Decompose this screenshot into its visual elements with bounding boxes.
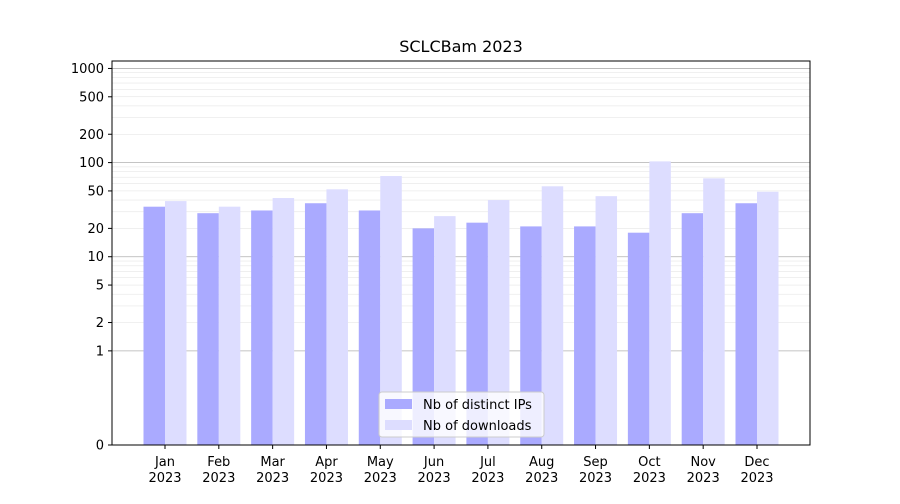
legend-label: Nb of distinct IPs [423,398,532,413]
bar-distinct-ips [735,203,757,445]
y-tick-label: 100 [79,156,104,171]
bar-downloads [326,189,348,445]
bars-layer [143,161,779,445]
y-tick-label: 20 [87,222,104,237]
legend-swatch [385,399,412,409]
bar-distinct-ips [681,213,704,445]
bar-distinct-ips [358,210,381,445]
y-tick-label: 5 [96,279,104,294]
x-tick-label-year: 2023 [202,471,235,486]
x-axis: Jan2023Feb2023Mar2023Apr2023May2023Jun20… [148,445,774,486]
legend-box [378,391,545,438]
chart-title: SCLCBam 2023 [399,37,523,56]
bar-distinct-ips [574,226,596,445]
x-tick-label-year: 2023 [740,471,773,486]
x-tick-label-month: Dec [744,455,769,470]
legend-label: Nb of downloads [423,419,532,434]
bar-downloads [380,176,402,445]
x-tick-label-month: Sep [583,455,608,470]
x-tick-label-year: 2023 [633,471,666,486]
x-tick-label-month: Aug [529,455,554,470]
bar-downloads [218,206,241,445]
x-tick-label-year: 2023 [687,471,720,486]
bar-downloads [487,200,510,445]
legend: Nb of distinct IPs Nb of downloads [378,391,545,438]
bar-distinct-ips [412,228,435,445]
x-tick-label-year: 2023 [471,471,504,486]
x-tick-label-year: 2023 [310,471,343,486]
x-tick-label-year: 2023 [148,471,181,486]
bar-downloads [165,201,187,445]
x-tick-label-month: Jul [479,455,496,470]
x-tick-label-month: Jan [154,455,175,470]
bar-distinct-ips [520,226,542,445]
bar-downloads [649,161,671,445]
bar-downloads [434,216,456,445]
x-tick-label-year: 2023 [364,471,397,486]
bar-distinct-ips [143,206,165,445]
y-tick-label: 50 [87,184,104,199]
x-tick-label-year: 2023 [525,471,558,486]
x-tick-label-year: 2023 [256,471,289,486]
x-tick-label-month: Oct [638,455,660,470]
bar-distinct-ips [251,210,273,445]
x-tick-label-month: May [367,455,394,470]
y-tick-label: 500 [79,90,104,105]
bar-distinct-ips [197,213,219,445]
x-tick-label-month: Nov [690,455,716,470]
y-tick-label: 200 [79,128,104,143]
x-tick-label-month: Apr [315,455,338,470]
y-tick-label: 2 [96,316,104,331]
bar-distinct-ips [304,203,327,445]
bar-downloads [595,196,618,445]
bar-downloads [703,178,725,445]
x-tick-label-month: Feb [207,455,230,470]
bar-distinct-ips [466,222,488,445]
y-tick-label: 1 [96,344,104,359]
x-tick-label-month: Mar [260,455,285,470]
y-tick-label: 1000 [71,62,104,77]
bar-downloads [541,186,564,445]
y-axis: 0 1 2 5 10 20 50 100 200 500 1000 [71,62,112,454]
y-tick-label: 0 [96,439,104,454]
y-tick-label: 10 [87,250,104,265]
bar-downloads [757,191,779,445]
x-tick-label-month: Jun [423,455,444,470]
x-tick-label-year: 2023 [579,471,612,486]
x-tick-label-year: 2023 [418,471,451,486]
bar-downloads [272,198,295,445]
plot-frame [111,60,811,446]
bar-distinct-ips [627,232,650,445]
legend-swatch [385,420,412,430]
